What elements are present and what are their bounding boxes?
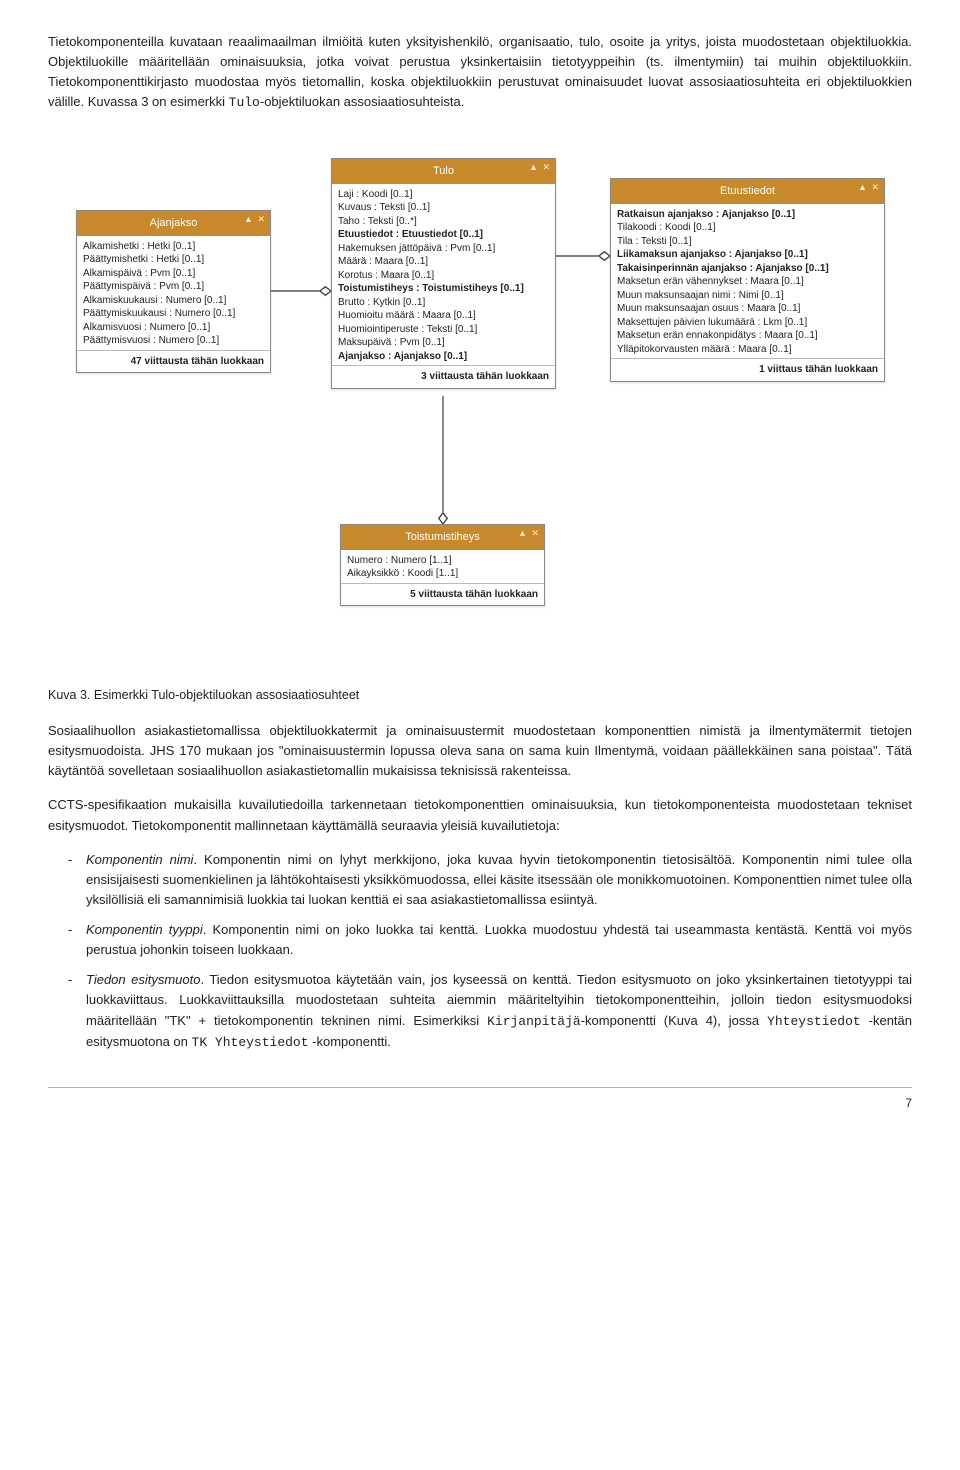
uml-class-title: Ajanjakso▲ ✕ — [77, 211, 270, 236]
page-footer: 7 — [48, 1081, 912, 1113]
paragraph-1: Tietokomponenteilla kuvataan reaalimaail… — [48, 32, 912, 114]
uml-attribute: Toistumistiheys : Toistumistiheys [0..1] — [338, 282, 549, 296]
uml-attribute: Alkamispäivä : Pvm [0..1] — [83, 267, 264, 281]
bullet-lead: Komponentin nimi — [86, 852, 193, 867]
uml-attribute: Kuvaus : Teksti [0..1] — [338, 201, 549, 215]
uml-attribute: Laji : Koodi [0..1] — [338, 188, 549, 202]
uml-window-controls-icon: ▲ ✕ — [518, 527, 540, 541]
list-item: Tiedon esitysmuoto. Tiedon esitysmuotoa … — [48, 970, 912, 1053]
uml-attribute: Päättymisvuosi : Numero [0..1] — [83, 334, 264, 348]
uml-class-ajanjakso: Ajanjakso▲ ✕Alkamishetki : Hetki [0..1]P… — [76, 210, 271, 374]
uml-attribute: Taho : Teksti [0..*] — [338, 215, 549, 229]
uml-window-controls-icon: ▲ ✕ — [529, 161, 551, 175]
uml-attribute: Päättymishetki : Hetki [0..1] — [83, 253, 264, 267]
uml-attribute: Huomiointiperuste : Teksti [0..1] — [338, 323, 549, 337]
uml-class-tulo: Tulo▲ ✕Laji : Koodi [0..1]Kuvaus : Tekst… — [331, 158, 556, 389]
uml-class-body: Ratkaisun ajanjakso : Ajanjakso [0..1]Ti… — [611, 204, 884, 359]
bullet-lead: Komponentin tyyppi — [86, 922, 203, 937]
bullet-lead: Tiedon esitysmuoto — [86, 972, 200, 987]
para1-tail: -objektiluokan assosiaatiosuhteista. — [260, 94, 465, 109]
uml-attribute: Maksupäivä : Pvm [0..1] — [338, 336, 549, 350]
footer-rule — [48, 1087, 912, 1088]
uml-attribute: Ylläpitokorvausten määrä : Maara [0..1] — [617, 343, 878, 357]
uml-attribute: Tilakoodi : Koodi [0..1] — [617, 221, 878, 235]
uml-diagram: Ajanjakso▲ ✕Alkamishetki : Hetki [0..1]P… — [48, 136, 912, 656]
uml-attribute: Alkamisvuosi : Numero [0..1] — [83, 321, 264, 335]
uml-attribute: Alkamishetki : Hetki [0..1] — [83, 240, 264, 254]
uml-attribute: Takaisinperinnän ajanjakso : Ajanjakso [… — [617, 262, 878, 276]
para1-mono: Tulo — [229, 95, 260, 110]
uml-attribute: Maksetun erän vähennykset : Maara [0..1] — [617, 275, 878, 289]
uml-class-toistumistiheys: Toistumistiheys▲ ✕Numero : Numero [1..1]… — [340, 524, 545, 607]
uml-class-footer: 3 viittausta tähän luokkaan — [332, 365, 555, 388]
uml-class-title: Toistumistiheys▲ ✕ — [341, 525, 544, 550]
uml-class-etuustiedot: Etuustiedot▲ ✕Ratkaisun ajanjakso : Ajan… — [610, 178, 885, 382]
uml-attribute: Brutto : Kytkin [0..1] — [338, 296, 549, 310]
uml-attribute: Hakemuksen jättöpäivä : Pvm [0..1] — [338, 242, 549, 256]
uml-attribute: Numero : Numero [1..1] — [347, 554, 538, 568]
uml-attribute: Päättymispäivä : Pvm [0..1] — [83, 280, 264, 294]
paragraph-2: Sosiaalihuollon asiakastietomallissa obj… — [48, 721, 912, 781]
figure-caption: Kuva 3. Esimerkki Tulo-objektiluokan ass… — [48, 686, 912, 705]
paragraph-3: CCTS-spesifikaation mukaisilla kuvailuti… — [48, 795, 912, 835]
bullet-text: . Komponentin nimi on lyhyt merkkijono, … — [86, 852, 912, 907]
uml-class-body: Laji : Koodi [0..1]Kuvaus : Teksti [0..1… — [332, 184, 555, 366]
uml-class-footer: 5 viittausta tähän luokkaan — [341, 583, 544, 606]
list-item: Komponentin tyyppi. Komponentin nimi on … — [48, 920, 912, 960]
uml-class-footer: 1 viittaus tähän luokkaan — [611, 358, 884, 381]
uml-attribute: Maksettujen päivien lukumäärä : Lkm [0..… — [617, 316, 878, 330]
uml-attribute: Huomioitu määrä : Maara [0..1] — [338, 309, 549, 323]
bullet-list: Komponentin nimi. Komponentin nimi on ly… — [48, 850, 912, 1053]
bullet-tail: -komponentti. — [309, 1034, 391, 1049]
bullet-text: . Komponentin nimi on joko luokka tai ke… — [86, 922, 912, 957]
uml-attribute: Muun maksunsaajan nimi : Nimi [0..1] — [617, 289, 878, 303]
uml-class-body: Alkamishetki : Hetki [0..1]Päättymishetk… — [77, 236, 270, 350]
bullet-mid: -komponentti (Kuva 4), jossa — [581, 1013, 767, 1028]
page-number: 7 — [905, 1096, 912, 1110]
uml-attribute: Alkamiskuukausi : Numero [0..1] — [83, 294, 264, 308]
bullet-mono: Yhteystiedot — [767, 1014, 861, 1029]
uml-attribute: Etuustiedot : Etuustiedot [0..1] — [338, 228, 549, 242]
uml-attribute: Korotus : Maara [0..1] — [338, 269, 549, 283]
uml-class-title: Tulo▲ ✕ — [332, 159, 555, 184]
uml-attribute: Ratkaisun ajanjakso : Ajanjakso [0..1] — [617, 208, 878, 222]
uml-window-controls-icon: ▲ ✕ — [858, 181, 880, 195]
uml-attribute: Liikamaksun ajanjakso : Ajanjakso [0..1] — [617, 248, 878, 262]
uml-attribute: Päättymiskuukausi : Numero [0..1] — [83, 307, 264, 321]
uml-class-body: Numero : Numero [1..1]Aikayksikkö : Kood… — [341, 550, 544, 583]
uml-class-footer: 47 viittausta tähän luokkaan — [77, 350, 270, 373]
uml-window-controls-icon: ▲ ✕ — [244, 213, 266, 227]
uml-attribute: Muun maksunsaajan osuus : Maara [0..1] — [617, 302, 878, 316]
list-item: Komponentin nimi. Komponentin nimi on ly… — [48, 850, 912, 910]
uml-attribute: Määrä : Maara [0..1] — [338, 255, 549, 269]
bullet-mono: Kirjanpitäjä — [487, 1014, 581, 1029]
uml-attribute: Maksetun erän ennakonpidätys : Maara [0.… — [617, 329, 878, 343]
uml-class-title: Etuustiedot▲ ✕ — [611, 179, 884, 204]
uml-attribute: Aikayksikkö : Koodi [1..1] — [347, 567, 538, 581]
uml-attribute: Tila : Teksti [0..1] — [617, 235, 878, 249]
uml-attribute: Ajanjakso : Ajanjakso [0..1] — [338, 350, 549, 364]
para1-text: Tietokomponenteilla kuvataan reaalimaail… — [48, 34, 912, 109]
bullet-mono: TK Yhteystiedot — [192, 1035, 309, 1050]
